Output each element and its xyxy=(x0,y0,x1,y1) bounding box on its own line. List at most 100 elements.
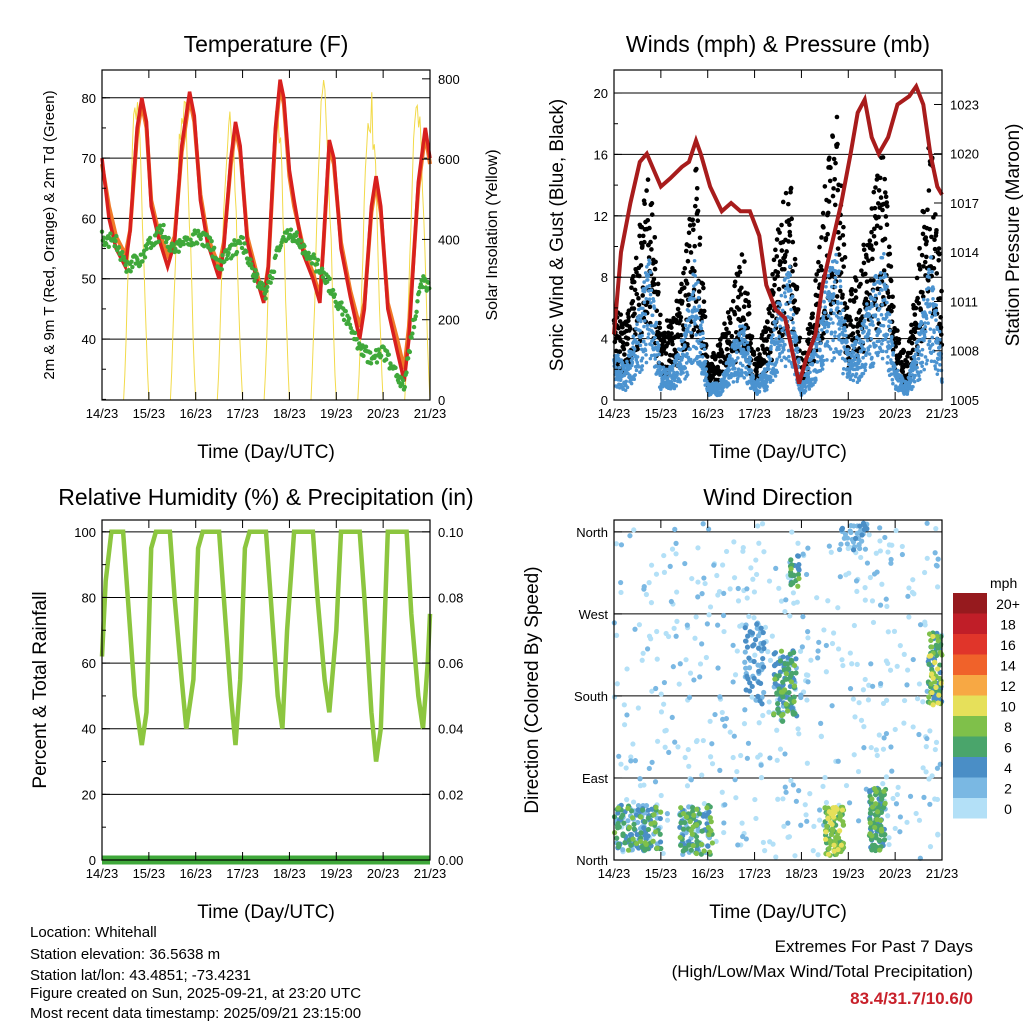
direction-point xyxy=(822,774,828,781)
gust-point xyxy=(629,285,634,291)
direction-point xyxy=(640,650,646,656)
gust-point xyxy=(908,329,914,335)
gust-point xyxy=(632,287,638,293)
direction-point xyxy=(775,701,781,707)
direction-point xyxy=(744,644,751,650)
wind-point xyxy=(683,334,688,339)
wind-point xyxy=(863,362,868,367)
wind-point xyxy=(880,356,885,361)
direction-point xyxy=(835,758,841,764)
gust-point xyxy=(884,203,890,209)
gust-point xyxy=(662,339,667,344)
direction-point xyxy=(870,683,876,689)
direction-point xyxy=(744,595,750,601)
x-tick-label: 16/23 xyxy=(691,866,724,881)
wind-point xyxy=(654,320,659,325)
legend-label: 12 xyxy=(1000,678,1016,694)
gust-point xyxy=(926,278,931,283)
gust-point xyxy=(686,302,691,308)
gust-point xyxy=(631,306,637,311)
dewpoint-point xyxy=(112,243,117,249)
wind-point xyxy=(616,353,620,358)
direction-point xyxy=(929,773,935,779)
direction-point xyxy=(752,796,758,803)
dewpoint-point xyxy=(128,269,133,274)
gust-point xyxy=(644,188,649,193)
direction-point xyxy=(614,681,620,687)
direction-point xyxy=(653,571,660,577)
gust-point xyxy=(697,242,703,247)
direction-point xyxy=(829,640,836,647)
gust-point xyxy=(749,334,755,339)
wind-point xyxy=(680,356,685,360)
gust-point xyxy=(831,186,836,191)
direction-point xyxy=(677,834,683,841)
wind-point xyxy=(924,316,929,321)
legend-label: 20+ xyxy=(996,596,1020,612)
gust-point xyxy=(738,292,744,297)
wind-point xyxy=(829,330,834,335)
dewpoint-point xyxy=(422,276,428,282)
direction-point xyxy=(708,828,714,834)
gust-point xyxy=(838,288,843,294)
gust-point xyxy=(716,372,722,377)
legend-swatch xyxy=(953,634,987,655)
dewpoint-point xyxy=(226,250,231,256)
direction-point xyxy=(774,727,780,733)
wind-point xyxy=(651,331,656,335)
wind-point xyxy=(842,325,847,330)
gust-point xyxy=(873,185,878,190)
dewpoint-point xyxy=(396,380,402,385)
gust-point xyxy=(876,188,882,193)
direction-point xyxy=(804,818,810,824)
gust-point xyxy=(782,259,788,265)
gust-point xyxy=(817,244,822,250)
gust-point xyxy=(936,257,942,263)
wind-point xyxy=(772,339,776,344)
direction-point xyxy=(835,846,841,853)
dewpoint-point xyxy=(201,244,207,249)
direction-point xyxy=(909,589,916,595)
wind-point xyxy=(926,271,931,275)
wind-point xyxy=(884,349,889,354)
dewpoint-point xyxy=(358,346,364,351)
wind-point xyxy=(814,378,818,382)
wind-point xyxy=(620,360,625,365)
dewpoint-point xyxy=(207,235,213,241)
wind-point xyxy=(830,265,835,270)
gust-point xyxy=(648,239,653,245)
gust-point xyxy=(736,307,742,312)
direction-point xyxy=(662,744,668,750)
direction-point xyxy=(914,696,921,702)
direction-point xyxy=(798,692,804,698)
gust-point xyxy=(814,272,820,277)
dewpoint-point xyxy=(402,384,407,390)
direction-point xyxy=(823,799,830,806)
wind-point xyxy=(736,356,740,360)
direction-point xyxy=(693,614,699,620)
direction-point xyxy=(923,744,929,750)
direction-point xyxy=(904,682,910,688)
direction-point xyxy=(922,622,928,628)
wind-point xyxy=(629,349,633,354)
direction-point xyxy=(860,687,866,693)
wind-point xyxy=(929,351,934,355)
direction-point xyxy=(839,657,845,663)
y2-tick-label: 0.00 xyxy=(438,853,463,868)
wind-point xyxy=(624,379,628,384)
wind-point xyxy=(731,361,736,366)
dewpoint-point xyxy=(427,286,432,291)
gust-point xyxy=(724,346,730,352)
wind-point xyxy=(925,358,929,363)
wind-point xyxy=(778,303,783,307)
gust-point xyxy=(933,212,938,217)
gust-point xyxy=(922,259,928,265)
dewpoint-point xyxy=(332,292,337,297)
direction-point xyxy=(916,817,923,823)
direction-point xyxy=(844,541,850,547)
wind-point xyxy=(833,330,837,334)
wind-point xyxy=(785,283,789,287)
dewpoint-point xyxy=(346,316,352,321)
direction-point xyxy=(883,596,889,602)
direction-point xyxy=(879,828,885,834)
